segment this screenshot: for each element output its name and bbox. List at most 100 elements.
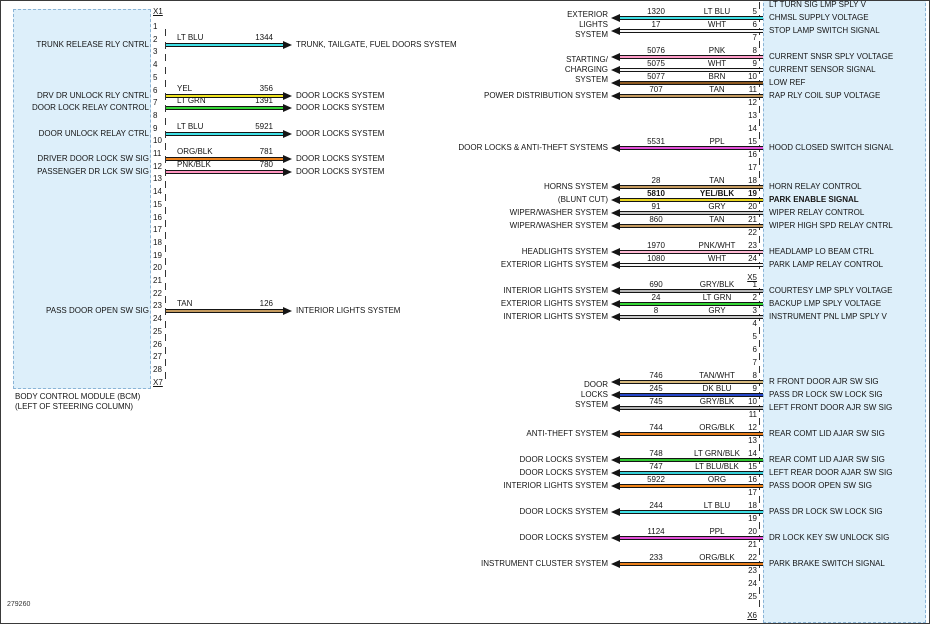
pin-number: 23 xyxy=(748,566,757,575)
bcm-pin-number: 23 xyxy=(153,301,162,311)
pin-function-label: LOW REF xyxy=(769,78,806,87)
pin-tick xyxy=(759,418,760,425)
wire-arrow-icon xyxy=(611,430,620,438)
pin-tick xyxy=(759,2,760,9)
bcm-pin-tick xyxy=(165,257,166,265)
pin-number: 1 xyxy=(752,280,757,289)
pin-number: 19 xyxy=(748,514,757,523)
wire-circuit-label: 746 xyxy=(649,371,663,380)
pin-function-label: PARK ENABLE SIGNAL xyxy=(769,195,859,204)
pin-number: 15 xyxy=(748,462,757,471)
wire-arrow-icon xyxy=(283,104,292,113)
wire-arrow-icon xyxy=(283,167,292,176)
bcm-pin-number: 11 xyxy=(153,149,162,158)
bcm-pin-function-label: PASS DOOR OPEN SW SIG xyxy=(46,306,149,316)
bcm-pin-number: 1 xyxy=(153,22,158,31)
pin-number: 10 xyxy=(748,397,757,406)
wire-color-label: GRY xyxy=(708,306,726,315)
wire-circuit-1970 xyxy=(620,250,763,254)
bcm-title-line1: BODY CONTROL MODULE (BCM) xyxy=(15,392,141,401)
wire-circuit-745 xyxy=(620,406,763,410)
wire-arrow-icon xyxy=(611,66,620,74)
wire-color-label: TAN/WHT xyxy=(699,371,735,380)
wire-color-label: PPL xyxy=(709,137,725,146)
wire-color-label: PNK/BLK xyxy=(177,159,211,169)
bcm-pin-number: 5 xyxy=(153,72,158,82)
pin-number: 15 xyxy=(748,137,757,146)
wire-circuit-label: 1344 xyxy=(255,32,273,42)
wire-color-label: LT GRN/BLK xyxy=(694,449,740,458)
bcm-title-line2: (LEFT OF STEERING COLUMN) xyxy=(15,402,134,411)
wire-circuit-5810 xyxy=(620,198,763,202)
pin-number: 4 xyxy=(701,1,757,4)
wire-color-label: TAN xyxy=(709,176,725,185)
pin-function-label: PASS DR LOCK SW LOCK SIG xyxy=(769,507,883,516)
wire-arrow-icon xyxy=(283,129,292,138)
wire-arrow-icon xyxy=(611,92,620,100)
pin-function-label: HOOD CLOSED SWITCH SIGNAL xyxy=(769,143,894,152)
wire-color-label: ORG xyxy=(707,475,727,484)
wire-arrow-icon xyxy=(611,456,620,464)
wire-color-label: ORG/BLK xyxy=(699,423,735,432)
pin-number: 11 xyxy=(748,410,757,419)
source-system-label: POWER DISTRIBUTION SYSTEM xyxy=(483,91,608,100)
wire-circuit-label: 1391 xyxy=(255,96,273,106)
wire-circuit-label: 5077 xyxy=(647,72,665,81)
wire-circuit-label: 1970 xyxy=(647,241,665,250)
wire-arrow-icon xyxy=(611,144,620,152)
wire-arrow-icon xyxy=(611,79,620,87)
wire-circuit-label: 745 xyxy=(649,397,663,406)
bcm-pin-number: 9 xyxy=(153,123,158,133)
connector-id-label: X5 xyxy=(747,273,757,282)
pin-function-label: REAR COMT LID AJAR SW SIG xyxy=(769,455,885,464)
wire-arrow-icon xyxy=(611,183,620,191)
source-system-label: EXTERIOR LIGHTS SYSTEM xyxy=(500,260,608,269)
wire-arrow-icon xyxy=(611,404,620,412)
bcm-pin-number: 25 xyxy=(153,326,162,336)
figure-number: 279260 xyxy=(7,601,31,608)
bcm-pin-tick xyxy=(165,219,166,227)
wire-color-label: ORG/BLK xyxy=(177,147,213,156)
wire-circuit-5075 xyxy=(620,68,763,72)
pin-function-label: HEADLAMP LO BEAM CTRL xyxy=(769,247,874,256)
wire-circuit-label: 5922 xyxy=(647,475,665,484)
wire-arrow-icon xyxy=(611,482,620,490)
wire-circuit-245 xyxy=(620,393,763,397)
pin-function-label: PASS DR LOCK SW LOCK SIG xyxy=(769,390,883,399)
pin-number: 7 xyxy=(752,358,757,367)
pin-number: 19 xyxy=(748,189,757,198)
pin-tick xyxy=(759,106,760,113)
source-system-label: EXTERIOR LIGHTS SYSTEM xyxy=(567,9,608,39)
wire-arrow-icon xyxy=(611,391,620,399)
wire-circuit-781 xyxy=(166,157,283,161)
pin-function-label: STOP LAMP SWITCH SIGNAL xyxy=(769,26,880,35)
wire-color-label: LT GRN xyxy=(702,293,732,302)
wire-circuit-label: 748 xyxy=(649,449,663,458)
bcm-pin-tick xyxy=(165,359,166,367)
pin-number: 7 xyxy=(752,33,757,42)
pin-number: 13 xyxy=(748,436,757,445)
wire-circuit-label: 244 xyxy=(649,501,663,510)
source-system-label: HORNS SYSTEM xyxy=(543,182,608,191)
wire-arrow-icon xyxy=(611,209,620,217)
pin-number: 21 xyxy=(748,215,757,224)
wire-color-label: LT BLU xyxy=(703,7,731,16)
wire-target-system-label: DOOR LOCKS SYSTEM xyxy=(296,128,385,138)
wire-target-system-label: DOOR LOCKS SYSTEM xyxy=(296,166,385,176)
bcm-pin-tick xyxy=(165,283,166,290)
bcm-pin-number: 28 xyxy=(153,364,162,374)
wire-circuit-1391 xyxy=(166,106,283,111)
bcm-pin-number: 27 xyxy=(153,352,162,362)
pin-number: 14 xyxy=(748,449,757,458)
bcm-pin-number: 22 xyxy=(153,288,162,298)
wire-circuit-860 xyxy=(620,224,763,228)
source-system-label: HEADLIGHTS SYSTEM xyxy=(521,247,608,256)
wire-arrow-icon xyxy=(283,307,292,316)
pin-number: 16 xyxy=(748,475,757,484)
wire-circuit-744 xyxy=(620,432,763,436)
bcm-pin-tick xyxy=(165,308,166,316)
wire-circuit-label: 5810 xyxy=(647,189,665,198)
wire-target-system-label: DOOR LOCKS SYSTEM xyxy=(296,103,385,113)
source-system-label: (BLUNT CUT) xyxy=(557,195,608,204)
